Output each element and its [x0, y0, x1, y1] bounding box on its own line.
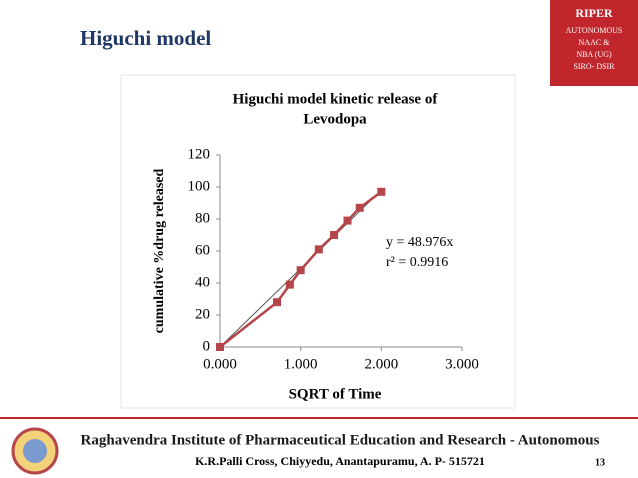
marker	[343, 216, 352, 225]
marker	[285, 280, 294, 289]
logo-inner	[23, 439, 47, 463]
y-tick-label: 80	[195, 210, 210, 226]
badge	[550, 0, 638, 86]
y-tick-label: 0	[203, 338, 211, 354]
x-axis-label: SQRT of Time	[289, 386, 382, 402]
marker	[314, 245, 323, 254]
institute: Raghavendra Institute of Pharmaceutical …	[81, 432, 600, 448]
address: K.R.Palli Cross, Chiyyedu, Anantapuramu,…	[195, 454, 485, 468]
x-tick-label: 3.000	[445, 356, 479, 372]
slide-title: Higuchi model	[80, 26, 211, 50]
marker	[296, 266, 305, 275]
y-tick-label: 120	[188, 146, 211, 162]
badge-text: AUTONOMOUS	[566, 26, 623, 35]
x-tick-label: 1.000	[284, 356, 318, 372]
marker	[330, 231, 339, 239]
badge-text: NBA (UG)	[576, 50, 612, 59]
x-tick-label: 0.000	[203, 356, 237, 372]
x-tick-label: 2.000	[364, 356, 398, 372]
y-tick-label: 40	[195, 274, 210, 290]
y-axis-label: cumulative %drug released	[152, 168, 167, 333]
marker	[216, 343, 224, 351]
r-squared: r² = 0.9916	[386, 255, 448, 270]
badge-text: SIRO- DSIR	[573, 62, 615, 71]
equation: y = 48.976x	[386, 235, 453, 250]
marker	[273, 298, 282, 307]
y-tick-label: 100	[188, 178, 211, 194]
badge-text: RIPER	[575, 6, 613, 20]
chart-frame	[120, 74, 516, 409]
badge-text: NAAC &	[579, 38, 611, 47]
chart-title: Levodopa	[303, 111, 367, 127]
y-tick-label: 20	[195, 306, 210, 322]
marker	[355, 203, 364, 212]
marker	[377, 187, 386, 196]
chart-title: Higuchi model kinetic release of	[233, 91, 439, 107]
page-number: 13	[595, 457, 605, 468]
y-tick-label: 60	[195, 242, 210, 258]
